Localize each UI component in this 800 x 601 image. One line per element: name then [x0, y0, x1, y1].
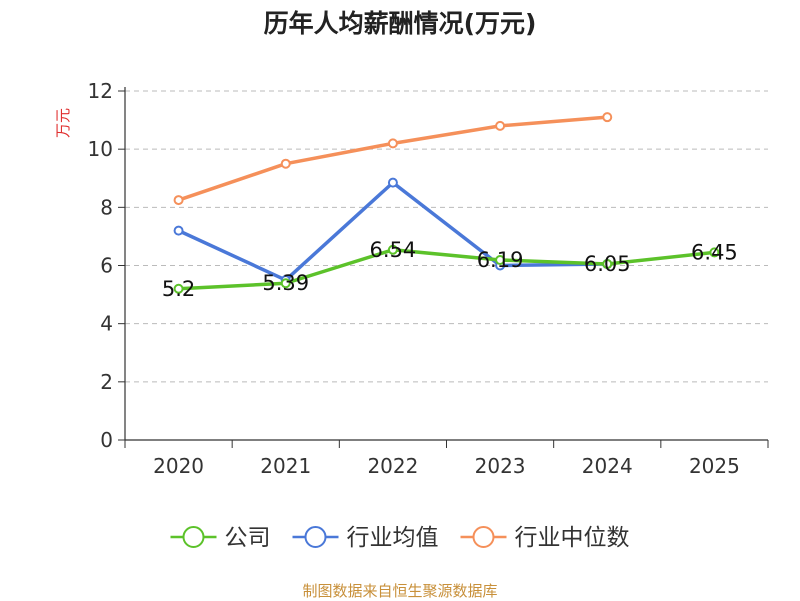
grid-lines	[125, 90, 768, 383]
legend-item[interactable]: 行业均值	[292, 525, 439, 551]
legend-marker	[472, 526, 495, 548]
y-tick-label: 6	[100, 254, 113, 278]
y-tick-label: 2	[100, 370, 113, 394]
data-point[interactable]	[173, 195, 184, 206]
series	[173, 112, 720, 294]
series-0	[173, 244, 720, 294]
legend-label: 公司	[225, 525, 271, 551]
series-line	[178, 248, 715, 291]
legend-label: 行业中位数	[515, 525, 630, 551]
data-label: 6.54	[370, 238, 417, 262]
legend-item[interactable]: 公司	[170, 525, 271, 551]
data-point[interactable]	[387, 244, 398, 255]
data-label: 5.2	[162, 277, 195, 301]
data-point[interactable]	[495, 120, 506, 131]
data-label: 6.05	[584, 252, 631, 276]
x-tick-label: 2021	[260, 454, 311, 478]
data-point[interactable]	[495, 254, 506, 265]
axes: 0 2 4 6 8 10 12 2020 2021 2022 2023 2024 2025	[88, 79, 769, 478]
y-tick-label: 12	[88, 79, 113, 103]
y-axis-label: 万元	[54, 108, 72, 138]
legend-marker	[182, 526, 205, 548]
data-point[interactable]	[173, 225, 184, 236]
data-point[interactable]	[387, 177, 398, 188]
y-tick-label: 4	[100, 312, 113, 336]
data-point[interactable]	[602, 259, 613, 270]
data-point[interactable]	[602, 112, 613, 123]
data-point[interactable]	[387, 138, 398, 149]
y-tick-label: 10	[88, 137, 113, 161]
series-1	[173, 177, 613, 286]
data-point[interactable]	[280, 278, 291, 289]
legend-item[interactable]: 行业中位数	[460, 525, 630, 551]
data-label: 6.19	[477, 248, 524, 272]
data-point[interactable]	[173, 283, 184, 294]
data-labels: 5.2 5.39 6.54 6.19 6.05 6.45	[162, 238, 738, 301]
y-tick-label: 0	[100, 428, 113, 452]
y-tick-label: 8	[100, 195, 113, 219]
x-tick-label: 2023	[475, 454, 526, 478]
data-label: 5.39	[262, 271, 309, 295]
series-line	[178, 115, 608, 202]
legend[interactable]: 公司 行业均值 行业中位数	[170, 525, 630, 551]
data-point[interactable]	[709, 247, 720, 258]
chart-title: 历年人均薪酬情况(万元)	[263, 9, 537, 38]
x-tick-label: 2025	[689, 454, 740, 478]
legend-marker	[304, 526, 327, 548]
source-note: 制图数据来自恒生聚源数据库	[302, 582, 498, 600]
series-2	[173, 112, 613, 206]
x-tick-label: 2022	[367, 454, 418, 478]
x-tick-label: 2020	[153, 454, 204, 478]
data-point[interactable]	[280, 158, 291, 169]
data-label: 6.45	[691, 240, 738, 264]
legend-label: 行业均值	[347, 525, 439, 551]
x-tick-label: 2024	[582, 454, 633, 478]
